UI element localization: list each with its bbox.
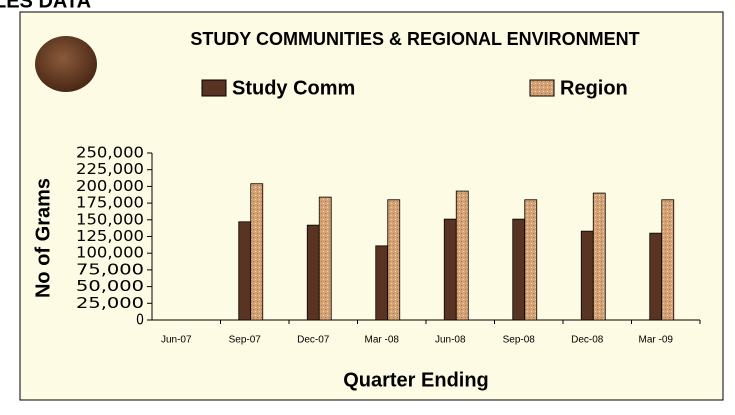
y-tick-label: 75,000 bbox=[76, 260, 144, 278]
x-tick-label: Sep-07 bbox=[229, 335, 262, 346]
x-tick-label: Sep-08 bbox=[503, 335, 536, 346]
bar bbox=[307, 225, 319, 320]
bar bbox=[388, 200, 400, 320]
bar bbox=[444, 219, 456, 320]
bar bbox=[239, 222, 251, 320]
y-tick-label: 25,000 bbox=[76, 294, 144, 312]
y-tick-label: 175,000 bbox=[76, 194, 144, 212]
y-tick-label: 50,000 bbox=[76, 277, 144, 295]
x-tick-label: Dec-07 bbox=[297, 335, 330, 346]
y-axis-label: No of Grams bbox=[32, 178, 54, 298]
legend-swatch bbox=[202, 80, 226, 96]
bar bbox=[525, 200, 537, 320]
y-tick-label: 150,000 bbox=[76, 210, 144, 228]
x-tick-label: Mar -09 bbox=[639, 335, 674, 346]
bar bbox=[319, 197, 331, 320]
y-tick-label: 225,000 bbox=[76, 160, 144, 178]
x-tick-label: Jun-07 bbox=[161, 335, 192, 346]
y-tick-label: 250,000 bbox=[76, 144, 144, 162]
bar bbox=[662, 200, 674, 320]
bar bbox=[456, 191, 468, 320]
x-tick-label: Jun-08 bbox=[435, 335, 466, 346]
page-title: LES DATA bbox=[0, 0, 91, 12]
chart-title: STUDY COMMUNITIES & REGIONAL ENVIRONMENT bbox=[190, 29, 639, 49]
bar bbox=[650, 233, 662, 320]
legend-swatch bbox=[530, 80, 554, 96]
y-tick-label: 100,000 bbox=[76, 244, 144, 262]
bar bbox=[376, 246, 388, 320]
legend-label: Region bbox=[560, 77, 628, 99]
bar bbox=[513, 219, 525, 320]
y-tick-label: 125,000 bbox=[76, 227, 144, 245]
bar bbox=[593, 193, 605, 320]
x-tick-label: Mar -08 bbox=[365, 335, 400, 346]
bar bbox=[251, 184, 263, 320]
image bbox=[35, 36, 97, 92]
x-axis-label: Quarter Ending bbox=[343, 369, 489, 391]
legend-label: Study Comm bbox=[232, 77, 355, 99]
bar bbox=[581, 231, 593, 320]
y-tick-label: 0 bbox=[136, 311, 144, 329]
page: LES DATA STUDY COMMUNITIES & REGIONAL EN… bbox=[0, 0, 735, 415]
y-tick-label: 200,000 bbox=[76, 177, 144, 195]
x-tick-label: Dec-08 bbox=[571, 335, 604, 346]
